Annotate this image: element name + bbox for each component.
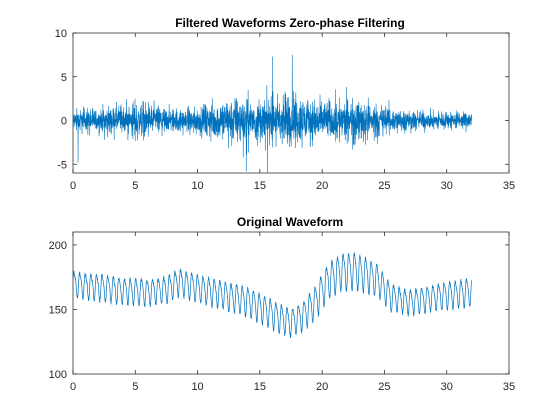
subplot-original-waveform: Original Waveform 0 5 10 15 20 25 30 35 100 150 20… [49,215,515,393]
subplot-1-filtered-signal-line [72,54,472,174]
y-tick-label: -5 [57,159,67,171]
x-tick-label: 10 [191,381,203,393]
x-tick-label: 30 [441,381,453,393]
x-tick-label: 25 [378,381,390,393]
x-tick-label: 15 [254,180,266,192]
subplot-1-axes-box [72,32,510,174]
y-tick-label: 200 [49,240,67,252]
x-tick-label: 25 [378,180,390,192]
x-tick-label: 20 [316,180,328,192]
y-tick-label: 150 [49,304,67,316]
subplot-2-title: Original Waveform [237,215,343,229]
x-tick-label: 0 [70,180,76,192]
x-tick-label: 15 [254,381,266,393]
x-tick-label: 5 [132,381,138,393]
x-tick-label: 20 [316,381,328,393]
y-tick-label: 5 [61,72,67,84]
subplot-filtered-waveform: Filtered Waveforms Zero-phase Filtering … [55,16,515,192]
subplot-2-original-signal-line [72,252,472,338]
subplot-2-ticks: 0 5 10 15 20 25 30 35 100 150 200 [49,232,515,393]
x-tick-label: 35 [503,180,515,192]
x-tick-label: 10 [191,180,203,192]
subplot-2-axes-box [72,231,510,375]
y-tick-label: 10 [55,28,67,40]
subplot-1-title: Filtered Waveforms Zero-phase Filtering [175,16,405,30]
x-tick-label: 5 [132,180,138,192]
y-tick-label: 100 [49,369,67,381]
x-tick-label: 0 [70,381,76,393]
y-tick-label: 0 [61,116,67,128]
x-tick-label: 30 [441,180,453,192]
x-tick-label: 35 [503,381,515,393]
